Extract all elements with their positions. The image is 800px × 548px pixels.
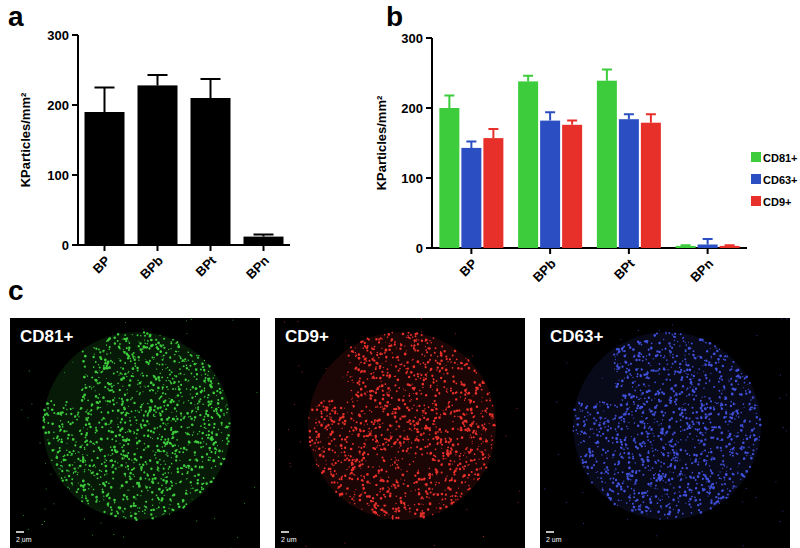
x-tick: [470, 248, 472, 254]
bar: [641, 123, 661, 248]
bars: [439, 70, 739, 249]
x-tick: [104, 245, 106, 251]
y-axis-label: KParticles/mm²: [18, 92, 33, 187]
bar: [597, 81, 617, 248]
x-tick: [549, 248, 551, 254]
image-background: [275, 318, 525, 548]
error-bar: [703, 239, 713, 245]
error-bar: [523, 76, 533, 82]
error-bar: [681, 244, 691, 247]
x-tick-label: BP: [457, 256, 481, 280]
scale-bar: [281, 531, 289, 533]
fluorescent-spots: [21, 319, 257, 548]
bar: [676, 246, 696, 248]
x-tick: [707, 248, 709, 254]
chart: KParticles/mm² 0 100 200 300 BP BPb BPt BPn CD81+…: [374, 31, 798, 285]
spot-area: [43, 332, 231, 520]
micrograph: CD9+ 2 um: [275, 318, 525, 548]
y-tick-label: 100: [401, 171, 423, 186]
y-axis-label: KParticles/mm²: [374, 95, 389, 190]
bar: [191, 98, 231, 245]
legend-label: CD9+: [763, 196, 791, 208]
bar: [85, 112, 125, 245]
error-bar: [466, 142, 476, 148]
y-tick-label: 200: [401, 101, 423, 116]
image-background: [10, 318, 260, 548]
micrograph: CD81+ 2 um: [10, 318, 260, 548]
error-bar: [646, 114, 656, 122]
legend-swatch: [751, 196, 761, 206]
x-tick-label: BPn: [243, 253, 272, 282]
error-bar: [567, 121, 577, 125]
bar: [138, 85, 178, 245]
y-axis: [431, 38, 433, 249]
scale-bar-label: 2 um: [546, 536, 562, 543]
panel-label: c: [8, 275, 24, 306]
error-bar: [148, 75, 168, 86]
bar: [562, 125, 582, 248]
image-background: [540, 318, 790, 548]
x-tick: [628, 248, 630, 254]
image-label: CD81+: [20, 327, 73, 346]
legend-label: CD81+: [763, 152, 798, 164]
y-axis: [77, 35, 79, 246]
chart: KParticles/mm² 0 100 200 300 BP BPb BPt BPn: [18, 28, 290, 282]
error-bar: [624, 114, 634, 119]
image-label: CD63+: [550, 327, 603, 346]
error-bar: [725, 244, 735, 247]
error-bar: [201, 79, 221, 98]
y-tick-label: 0: [416, 241, 423, 256]
x-tick-label: BPb: [137, 253, 166, 282]
error-bar: [254, 235, 274, 237]
scale-bar: [546, 531, 554, 533]
error-bar: [545, 112, 555, 120]
bar: [483, 138, 503, 248]
bar: [619, 119, 639, 248]
x-tick: [157, 245, 159, 251]
x-tick-label: BPn: [687, 256, 716, 285]
fluorescent-spots: [545, 318, 788, 546]
y-tick-label: 200: [47, 98, 69, 113]
y-tick-label: 100: [47, 168, 69, 183]
bar: [698, 245, 718, 249]
bar: [439, 108, 459, 248]
y-tick-label: 300: [47, 28, 69, 43]
image-label: CD9+: [285, 327, 329, 346]
x-tick: [263, 245, 265, 251]
legend: CD81+ CD63+ CD9+: [751, 152, 798, 208]
bar: [720, 246, 740, 248]
bar: [540, 121, 560, 248]
fluorescent-spots: [279, 318, 519, 547]
scale-bar-label: 2 um: [281, 536, 297, 543]
legend-swatch: [751, 174, 761, 184]
legend-swatch: [751, 152, 761, 162]
scale-bar: [16, 531, 24, 533]
bar: [461, 148, 481, 248]
y-tick-label: 300: [401, 31, 423, 46]
panel-label: b: [386, 1, 403, 32]
error-bar: [602, 70, 612, 81]
x-tick-label: BPt: [193, 252, 220, 279]
bar: [518, 81, 538, 248]
scale-bar-label: 2 um: [16, 536, 32, 543]
x-tick-label: BPt: [611, 255, 638, 282]
panel-label: a: [8, 1, 24, 32]
legend-label: CD63+: [763, 174, 798, 186]
micrograph: CD63+ 2 um: [540, 318, 790, 548]
error-bar: [444, 95, 454, 108]
x-tick-label: BPb: [530, 256, 559, 285]
y-tick-label: 0: [62, 238, 69, 253]
bars: [85, 75, 284, 245]
error-bar: [95, 88, 115, 113]
bar: [244, 237, 284, 245]
figure: abcKParticles/mm²0100200300BPBPbBPtBPnKP…: [0, 0, 800, 548]
x-tick-label: BP: [90, 253, 114, 277]
x-tick: [210, 245, 212, 251]
error-bar: [488, 129, 498, 138]
